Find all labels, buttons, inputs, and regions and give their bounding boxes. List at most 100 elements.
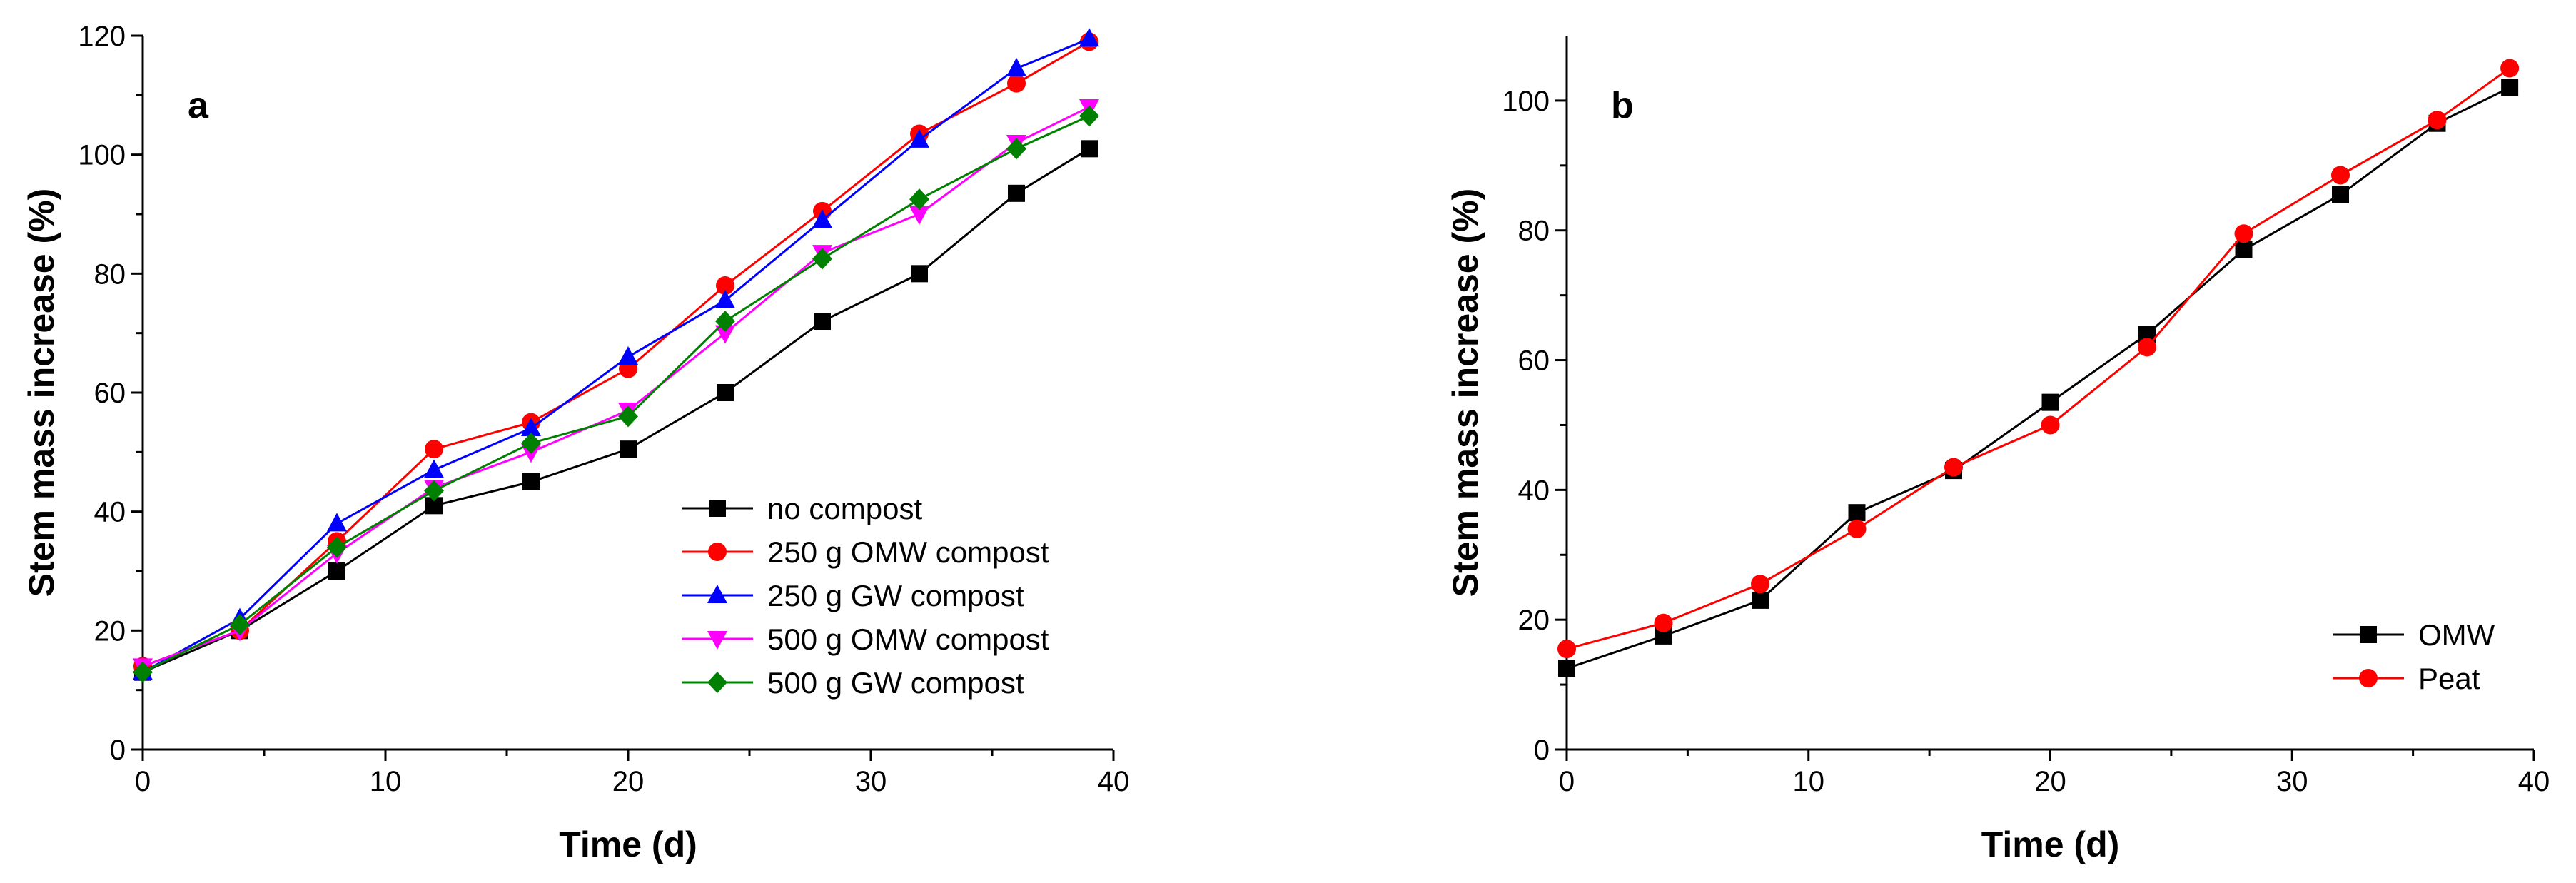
y-tick-label: 20	[94, 615, 126, 647]
data-point	[425, 440, 443, 459]
y-tick-label: 100	[1502, 86, 1550, 117]
legend-label: 250 g GW compost	[767, 579, 1024, 612]
data-point	[1079, 28, 1099, 47]
x-tick-label: 0	[1559, 766, 1575, 797]
data-point	[1006, 57, 1026, 76]
y-tick-label: 120	[78, 21, 126, 52]
data-point	[327, 536, 347, 558]
y-tick-label: 20	[1518, 605, 1550, 636]
data-point	[2138, 338, 2156, 357]
legend-label: 500 g GW compost	[767, 666, 1024, 700]
legend-marker	[707, 631, 727, 650]
data-point	[909, 206, 929, 225]
data-point	[812, 248, 832, 270]
data-point	[2234, 224, 2253, 243]
x-tick-label: 10	[1793, 766, 1825, 797]
legend-marker	[2359, 669, 2378, 687]
x-tick-label: 0	[135, 766, 151, 797]
data-point	[814, 313, 831, 330]
data-point	[1654, 613, 1673, 632]
legend-marker	[708, 543, 727, 561]
data-point	[1007, 74, 1026, 93]
data-point	[716, 276, 734, 295]
chart-panel-a: 0 10 20 30 40 0 20 40 60 80 100 120 Time (d) Stem mas…	[21, 21, 1129, 864]
series-line	[1566, 86, 2510, 670]
data-point	[2428, 111, 2447, 130]
x-tick-label: 40	[2518, 766, 2550, 797]
data-point	[620, 440, 637, 458]
data-point	[618, 346, 638, 365]
y-tick-label: 100	[78, 140, 126, 171]
data-point	[1751, 575, 1769, 594]
data-point	[911, 265, 928, 283]
legend-marker	[2360, 626, 2377, 643]
x-axis-title: Time (d)	[1981, 824, 2120, 864]
data-point	[2332, 186, 2349, 203]
legend-label: 500 g OMW compost	[767, 622, 1049, 656]
data-point	[2501, 79, 2519, 96]
data-point	[909, 188, 929, 211]
data-point	[424, 480, 444, 502]
x-tick-label: 30	[2276, 766, 2308, 797]
data-point	[812, 209, 832, 228]
chart-panel-b: 0 10 20 30 40 0 20 40 60 80 100 Time (d) Stem mass i…	[1445, 36, 2550, 864]
data-point	[521, 432, 541, 454]
legend: OMW Peat	[2333, 618, 2495, 695]
y-tick-label: 0	[110, 735, 126, 766]
x-tick-label: 10	[370, 766, 402, 797]
data-point	[2041, 393, 2059, 411]
legend-marker	[707, 672, 727, 693]
legend-label: 250 g OMW compost	[767, 535, 1049, 569]
data-point	[2041, 415, 2060, 435]
y-tick-label: 80	[94, 258, 126, 290]
legend: no compost 250 g OMW compost 250 g GW comp…	[682, 492, 1049, 700]
y-tick-label: 40	[94, 497, 126, 528]
data-point	[1557, 640, 1576, 659]
legend-marker	[709, 500, 726, 517]
series-line	[142, 37, 1090, 673]
legend-label: Peat	[2418, 662, 2480, 695]
panel-label: a	[188, 85, 209, 126]
y-tick-label: 80	[1518, 216, 1550, 247]
data-point	[2500, 59, 2520, 78]
data-point	[715, 311, 735, 332]
x-axis-title: Time (d)	[559, 824, 697, 864]
x-tick-label: 20	[612, 766, 645, 797]
legend-label: no compost	[767, 492, 922, 525]
data-point	[1848, 504, 1866, 522]
panel-label: b	[1611, 85, 1634, 126]
data-point	[327, 513, 347, 532]
y-tick-label: 0	[1534, 735, 1550, 766]
data-point	[1081, 140, 1098, 158]
data-point	[715, 325, 735, 344]
y-axis-title: Stem mass increase (%)	[1445, 188, 1485, 597]
data-point	[1944, 458, 1963, 477]
x-tick-label: 30	[855, 766, 887, 797]
data-point	[1847, 519, 1867, 538]
y-tick-label: 60	[1518, 345, 1550, 377]
data-point	[1752, 591, 1769, 609]
y-tick-label: 40	[1518, 475, 1550, 506]
data-point	[1558, 660, 1575, 677]
data-point	[521, 418, 541, 436]
data-point	[1079, 105, 1099, 127]
data-point	[1006, 138, 1026, 160]
data-point	[2235, 241, 2253, 258]
data-point	[522, 473, 540, 490]
data-point	[715, 289, 735, 308]
data-point	[133, 661, 153, 683]
series-line	[1566, 67, 2510, 650]
legend-label: OMW	[2418, 618, 2495, 652]
series-line	[142, 41, 1090, 667]
y-axis-title: Stem mass increase (%)	[21, 188, 61, 597]
data-point	[424, 459, 444, 478]
x-tick-label: 40	[1098, 766, 1130, 797]
y-tick-label: 60	[94, 378, 126, 409]
data-point	[2331, 166, 2350, 185]
x-tick-label: 20	[2034, 766, 2066, 797]
data-point	[230, 614, 250, 635]
data-point	[909, 128, 929, 148]
data-point	[618, 405, 638, 428]
data-point	[328, 562, 345, 580]
